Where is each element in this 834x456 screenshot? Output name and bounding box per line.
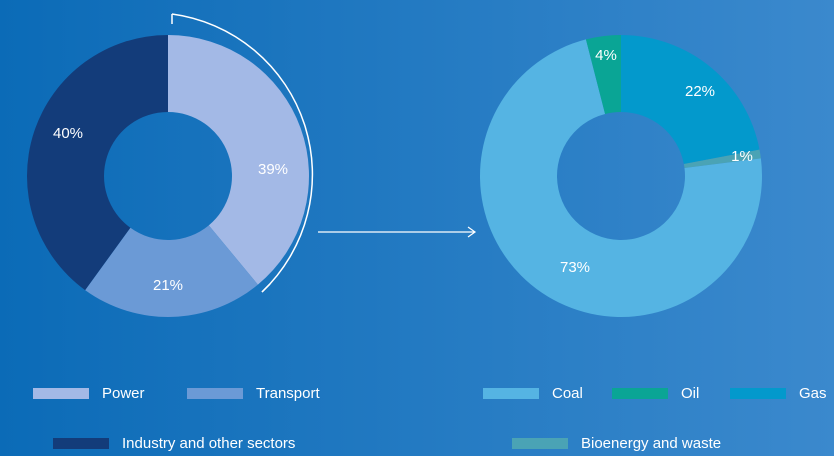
legend-label: Coal xyxy=(552,385,583,402)
legend-swatch xyxy=(483,388,539,399)
legend-swatch xyxy=(512,438,568,449)
data-label: 21% xyxy=(153,277,183,294)
legend-label: Industry and other sectors xyxy=(122,435,295,452)
donut-segment xyxy=(621,35,760,165)
data-label: 22% xyxy=(685,83,715,100)
bracket-end xyxy=(261,283,271,293)
legend-label: Power xyxy=(102,385,145,402)
legend-swatch xyxy=(730,388,786,399)
legend-swatch xyxy=(53,438,109,449)
donut-segment xyxy=(585,35,621,115)
donut-segment xyxy=(480,39,763,317)
legend-label: Oil xyxy=(681,385,699,402)
bracket xyxy=(171,13,314,293)
donut-segment xyxy=(683,149,761,168)
legend-label: Gas xyxy=(799,385,827,402)
donut-segment xyxy=(26,35,168,291)
data-label: 1% xyxy=(731,148,753,165)
data-label: 4% xyxy=(595,47,617,64)
legend-swatch xyxy=(187,388,243,399)
data-label: 40% xyxy=(53,125,83,142)
legend-swatch xyxy=(33,388,89,399)
data-label: 39% xyxy=(258,161,288,178)
data-label: 73% xyxy=(560,259,590,276)
arrow xyxy=(318,226,477,238)
legend-swatch xyxy=(612,388,668,399)
legend-label: Transport xyxy=(256,385,320,402)
donut-segment xyxy=(85,225,258,317)
legend-label: Bioenergy and waste xyxy=(581,435,721,452)
donut-segment xyxy=(168,35,309,285)
